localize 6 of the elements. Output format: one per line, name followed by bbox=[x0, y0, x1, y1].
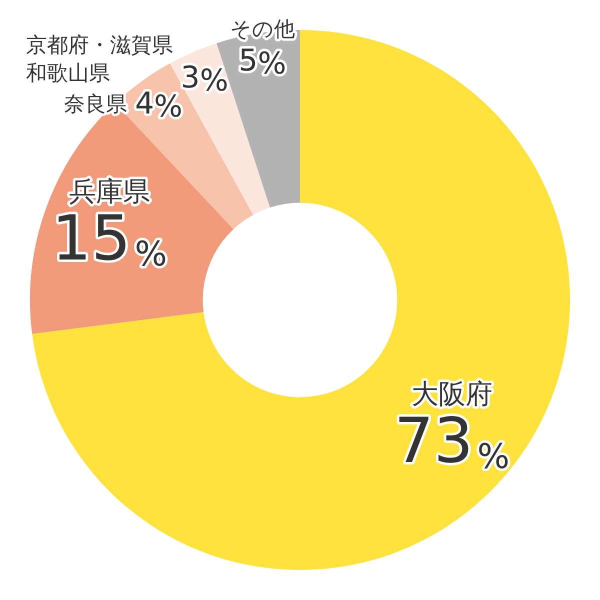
data-label: 4% bbox=[134, 86, 183, 124]
slice-label: その他 bbox=[230, 17, 295, 42]
slice-label: 奈良県 bbox=[64, 92, 127, 116]
data-label: 3% bbox=[180, 60, 228, 98]
data-label: 5% bbox=[238, 43, 286, 82]
slice-label: 京都府・滋賀県和歌山県 bbox=[26, 32, 173, 85]
